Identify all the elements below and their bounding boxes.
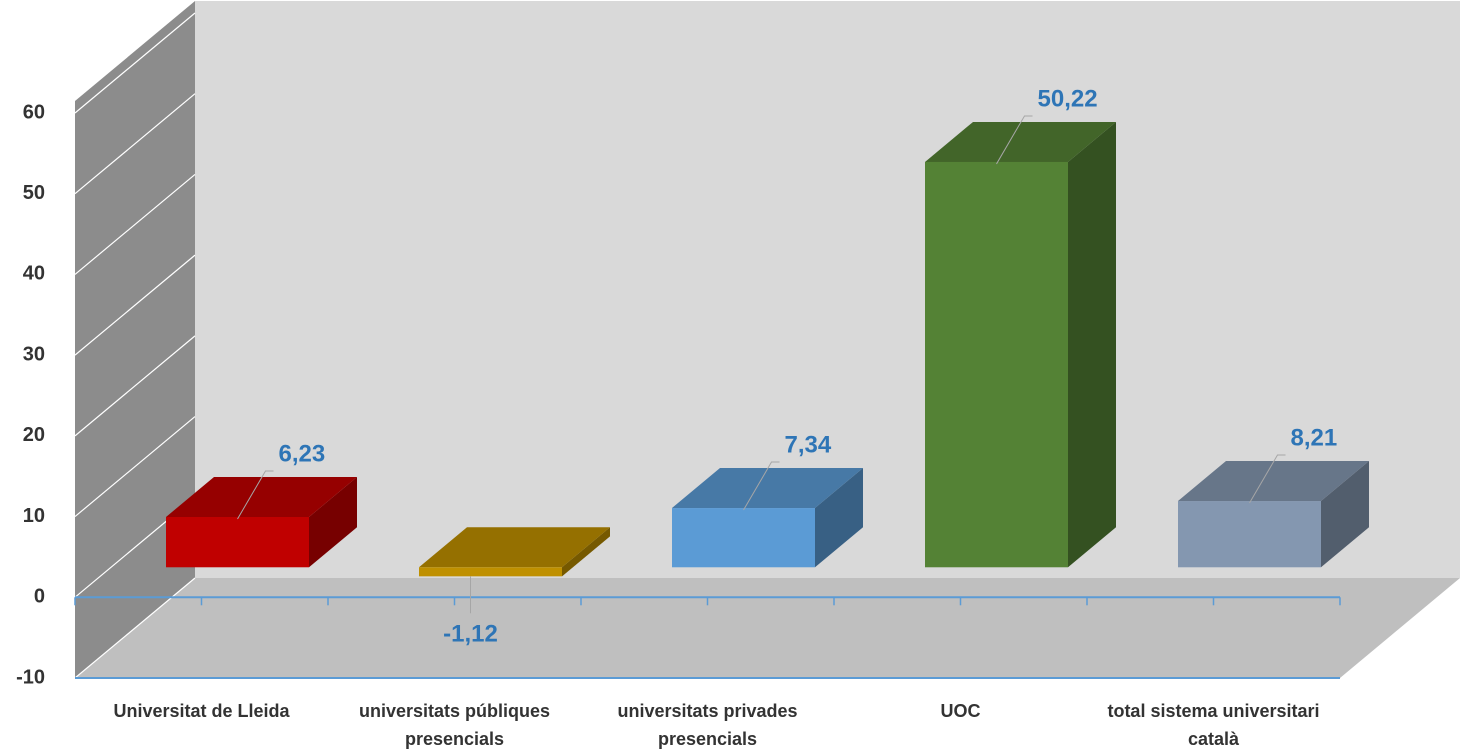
bar [166, 517, 309, 568]
floor [75, 578, 1460, 678]
bar-top [925, 121, 1116, 162]
y-tick-label: 10 [23, 505, 45, 527]
x-tick-label: universitats privades presencials [617, 701, 798, 749]
bar-top [672, 468, 863, 509]
grid-line [74, 254, 196, 356]
y-tick-label: 60 [23, 101, 45, 123]
bar-top [1178, 461, 1369, 502]
y-tick-label: 40 [23, 263, 45, 285]
bar-side [562, 527, 610, 577]
data-label: 6,23 [279, 440, 326, 467]
bar [1178, 501, 1321, 568]
bar [925, 161, 1068, 568]
y-tick-label: 20 [23, 424, 45, 446]
bar [672, 508, 815, 568]
x-tick-label: total sistema universitari català [1107, 701, 1320, 749]
y-tick-label: -10 [16, 666, 45, 688]
bar-top [166, 477, 357, 518]
grid-line [74, 335, 196, 437]
y-tick-label: 30 [23, 343, 45, 365]
y-tick-label: 50 [23, 182, 45, 204]
y-tick-label: 0 [34, 586, 45, 608]
data-label: -1,12 [443, 621, 498, 648]
data-label: 50,22 [1038, 85, 1098, 112]
grid-line [74, 173, 196, 275]
leader-line [1249, 454, 1286, 504]
grid-line [74, 12, 196, 114]
bar-side [1068, 121, 1116, 568]
data-label: 8,21 [1291, 424, 1338, 451]
side-wall [75, 1, 195, 678]
back-wall [195, 1, 1460, 578]
grid-line [74, 416, 196, 518]
leader-line [743, 461, 780, 511]
x-tick-label: UOC [940, 701, 981, 721]
data-label: 7,34 [785, 431, 832, 458]
bar [419, 567, 562, 577]
grid-line [74, 93, 196, 195]
bar-top [419, 527, 610, 568]
grid-line [74, 577, 196, 679]
leader-line [237, 470, 274, 520]
bar-side [815, 468, 863, 568]
leader-line [996, 115, 1033, 165]
x-tick-label: Universitat de Lleida [113, 701, 290, 721]
bar-side [1321, 461, 1369, 568]
bar-side [309, 477, 357, 568]
x-tick-label: universitats públiques presencials [358, 701, 551, 749]
